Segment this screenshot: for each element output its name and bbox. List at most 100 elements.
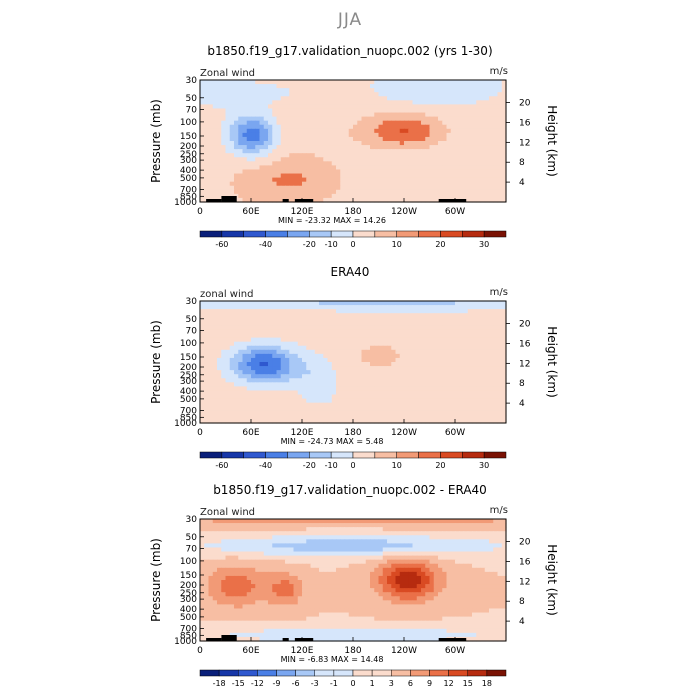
figure-title: JJA [337, 10, 363, 30]
heatmap-cell [310, 157, 316, 162]
heatmap-cell [365, 124, 371, 130]
heatmap-cell [421, 406, 426, 412]
heatmap-cell [450, 519, 456, 524]
heatmap-cell [204, 535, 210, 540]
heatmap-cell [200, 149, 205, 154]
heatmap-cell [293, 173, 299, 179]
heatmap-cell [263, 523, 269, 528]
heatmap-cell [246, 149, 252, 154]
heatmap-cell [361, 185, 367, 191]
heatmap-cell [221, 173, 227, 179]
heatmap-cell [255, 189, 261, 195]
heatmap-cell [208, 157, 214, 162]
colorbar-label: 20 [435, 240, 445, 249]
heatmap-cell [421, 116, 426, 122]
heatmap-cell [327, 161, 333, 166]
heatmap-cell [408, 406, 414, 412]
heatmap-cell [404, 406, 409, 412]
heatmap-cell [255, 193, 261, 199]
heatmap-cell [429, 406, 435, 412]
heatmap-cell [395, 157, 401, 162]
heatmap-cell [370, 357, 375, 363]
heatmap-cell [378, 535, 384, 540]
heatmap-cell [408, 535, 414, 540]
heatmap-cell [327, 104, 333, 110]
heatmap-cell [255, 88, 261, 93]
heatmap-cell [404, 185, 409, 191]
heatmap-cell [200, 386, 205, 392]
heatmap-cell [357, 321, 363, 326]
heatmap-cell [455, 177, 460, 183]
heatmap-cell [378, 313, 384, 318]
heatmap-cell [493, 305, 499, 310]
heatmap-cell [297, 185, 303, 191]
heatmap-cell [501, 88, 507, 93]
heatmap-cell [425, 382, 431, 387]
heatmap-cell [399, 165, 405, 171]
heatmap-cell [399, 366, 405, 371]
heatmap-cell [425, 374, 431, 379]
heatmap-cell [387, 197, 392, 203]
heatmap-cell [336, 329, 341, 335]
heatmap-cell [344, 321, 350, 326]
heatmap-cell [459, 390, 465, 396]
heatmap-cell [365, 132, 371, 138]
heatmap-cell [476, 309, 482, 314]
heatmap-cell [310, 80, 316, 85]
heatmap-cell [272, 374, 278, 379]
heatmap-cell [404, 100, 409, 105]
heatmap-cell [493, 333, 499, 339]
heatmap-cell [327, 374, 333, 379]
heatmap-cell [365, 382, 371, 387]
heatmap-cell [285, 173, 290, 179]
heatmap-cell [280, 410, 286, 416]
heatmap-cell [234, 301, 239, 306]
heatmap-cell [319, 128, 324, 134]
heatmap-cell [438, 309, 443, 314]
heatmap-cell [459, 394, 465, 400]
heatmap-cell [493, 132, 499, 138]
heatmap-cell [391, 165, 397, 171]
heatmap-cell [365, 128, 371, 134]
heatmap-cell [446, 321, 452, 326]
heatmap-cell [259, 362, 265, 367]
y-tick-label: 50 [186, 315, 198, 325]
heatmap-cell [221, 136, 227, 142]
heatmap-cell [238, 313, 244, 318]
heatmap-cell [344, 535, 350, 540]
heatmap-cell [446, 543, 452, 549]
heatmap-cell [242, 321, 248, 326]
heatmap-cell [327, 362, 333, 367]
heatmap-cell [442, 132, 448, 138]
heatmap-cell [242, 165, 248, 171]
heatmap-cell [493, 112, 499, 118]
heatmap-cell [395, 177, 401, 183]
heatmap-cell [353, 157, 358, 162]
heatmap-cell [412, 88, 418, 93]
heatmap-cell [323, 543, 329, 549]
heatmap-cell [255, 378, 261, 383]
heatmap-cell [446, 345, 452, 351]
heatmap-cell [238, 100, 244, 105]
heatmap-cell [493, 157, 499, 162]
heatmap-cell [221, 414, 227, 420]
heatmap-cell [476, 116, 482, 122]
heatmap-cell [225, 345, 231, 351]
heatmap-cell [259, 169, 265, 175]
heatmap-cell [442, 406, 448, 412]
heatmap-cell [438, 349, 443, 355]
heatmap-cell [497, 197, 503, 203]
heatmap-cell [302, 398, 307, 404]
heatmap-cell [450, 382, 456, 387]
heatmap-cell [442, 410, 448, 416]
heatmap-cell [480, 309, 486, 314]
heatmap-cell [365, 161, 371, 166]
heatmap-cell [365, 374, 371, 379]
heatmap-cell [255, 531, 261, 536]
heatmap-cell [450, 96, 456, 101]
heatmap-cell [374, 149, 380, 154]
heatmap-cell [238, 189, 244, 195]
heatmap-cell [412, 128, 418, 134]
heatmap-cell [314, 301, 320, 306]
heatmap-cell [357, 132, 363, 138]
